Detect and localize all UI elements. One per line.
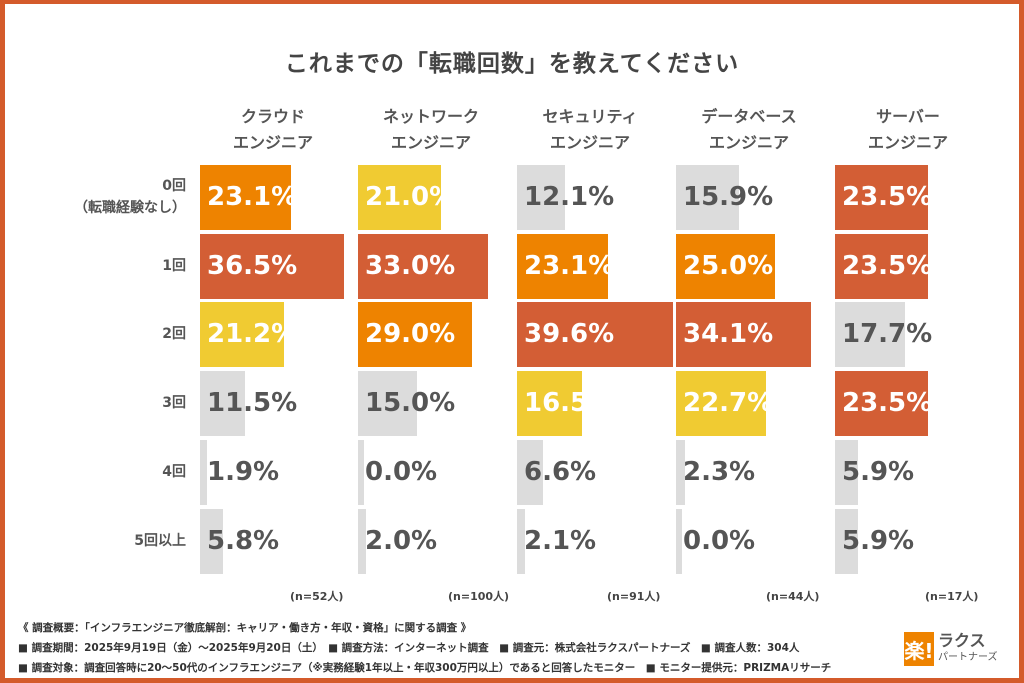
row-label: 5回以上 (134, 533, 186, 549)
data-label: 21.2% (207, 319, 298, 349)
bar (676, 440, 686, 505)
bar (200, 371, 246, 436)
note-line: 《 調査概要：「インフラエンジニア徹底解剖：キャリア・働き方・年収・資格」に関す… (18, 622, 472, 634)
data-label: 21.0% (365, 182, 456, 212)
logo-name: ラクス (938, 631, 986, 650)
sample-size-label: (n=91人) (607, 590, 661, 603)
sample-size-label: (n=44人) (766, 590, 820, 603)
bar (358, 509, 366, 574)
bar (358, 440, 364, 505)
note-line: ■ 調査期間：2025年9月19日（金）～2025年9月20日（土） ■ 調査方… (18, 642, 800, 654)
survey-notes: 《 調査概要：「インフラエンジニア徹底解剖：キャリア・働き方・年収・資格」に関す… (18, 618, 831, 678)
data-label: 1.9% (207, 457, 280, 487)
data-label: 23.5% (842, 251, 933, 281)
bar (358, 165, 441, 230)
data-label: 25.0% (683, 251, 774, 281)
bar (676, 371, 766, 436)
data-label: 23.5% (842, 388, 933, 418)
row-label: 0回 （転職経験なし） (74, 178, 186, 216)
logo-sub: パートナーズ (938, 652, 998, 663)
logo-mark: 楽! (904, 632, 934, 666)
data-label: 5.9% (842, 526, 915, 556)
company-logo: 楽! ラクスパートナーズ (904, 632, 998, 666)
series-header: データベース エンジニア (701, 107, 797, 152)
data-label: 33.0% (365, 251, 456, 281)
sample-size-label: (n=52人) (290, 590, 344, 603)
bar (676, 234, 775, 299)
series-header: サーバー エンジニア (867, 107, 948, 152)
bar (676, 302, 811, 367)
sample-size-label: (n=17人) (925, 590, 979, 603)
bar (200, 302, 284, 367)
data-label: 2.3% (683, 457, 756, 487)
bar (517, 302, 674, 367)
data-label: 22.7% (683, 388, 774, 418)
data-label: 2.0% (365, 526, 438, 556)
row-label: 2回 (162, 326, 186, 342)
bar (517, 234, 609, 299)
note-line: ■ 調査対象：調査回答時に20～50代のインフラエンジニア（※実務経験1年以上・… (18, 662, 832, 674)
bar (200, 509, 223, 574)
bar (358, 302, 473, 367)
data-label: 0.0% (365, 457, 438, 487)
bar (835, 371, 928, 436)
bar (358, 234, 489, 299)
bar (517, 440, 544, 505)
data-label: 6.6% (524, 457, 597, 487)
bar (835, 509, 859, 574)
bar (835, 165, 928, 230)
bar (676, 509, 682, 574)
data-label: 5.8% (207, 526, 280, 556)
row-label: 4回 (162, 464, 186, 480)
bar (358, 371, 418, 436)
data-label: 0.0% (683, 526, 756, 556)
data-label: 2.1% (524, 526, 597, 556)
data-label: 15.9% (683, 182, 774, 212)
data-label: 36.5% (207, 251, 298, 281)
bar (200, 234, 344, 299)
data-label: 39.6% (524, 319, 615, 349)
chart-title: これまでの「転職回数」を教えてください (284, 51, 740, 77)
row-label: 3回 (162, 395, 186, 411)
sample-size-label: (n=100人) (448, 590, 510, 603)
row-label: 1回 (162, 258, 186, 274)
data-label: 34.1% (683, 319, 774, 349)
data-label: 5.9% (842, 457, 915, 487)
bar (517, 165, 565, 230)
data-label: 17.7% (842, 319, 933, 349)
data-label: 12.1% (524, 182, 615, 212)
bar (200, 165, 292, 230)
data-label: 16.5% (524, 388, 615, 418)
data-label: 29.0% (365, 319, 456, 349)
data-label: 11.5% (207, 388, 298, 418)
data-label: 23.5% (842, 182, 933, 212)
data-label: 23.1% (207, 182, 298, 212)
series-header: セキュリティ エンジニア (542, 107, 638, 152)
bar (835, 234, 928, 299)
data-label: 15.0% (365, 388, 456, 418)
bar (517, 371, 583, 436)
bar (517, 509, 526, 574)
bar (835, 302, 905, 367)
series-header: クラウド エンジニア (232, 107, 313, 152)
bar (200, 440, 208, 505)
bar (676, 165, 739, 230)
data-label: 23.1% (524, 251, 615, 281)
bar (835, 440, 859, 505)
series-header: ネットワーク エンジニア (382, 107, 479, 152)
